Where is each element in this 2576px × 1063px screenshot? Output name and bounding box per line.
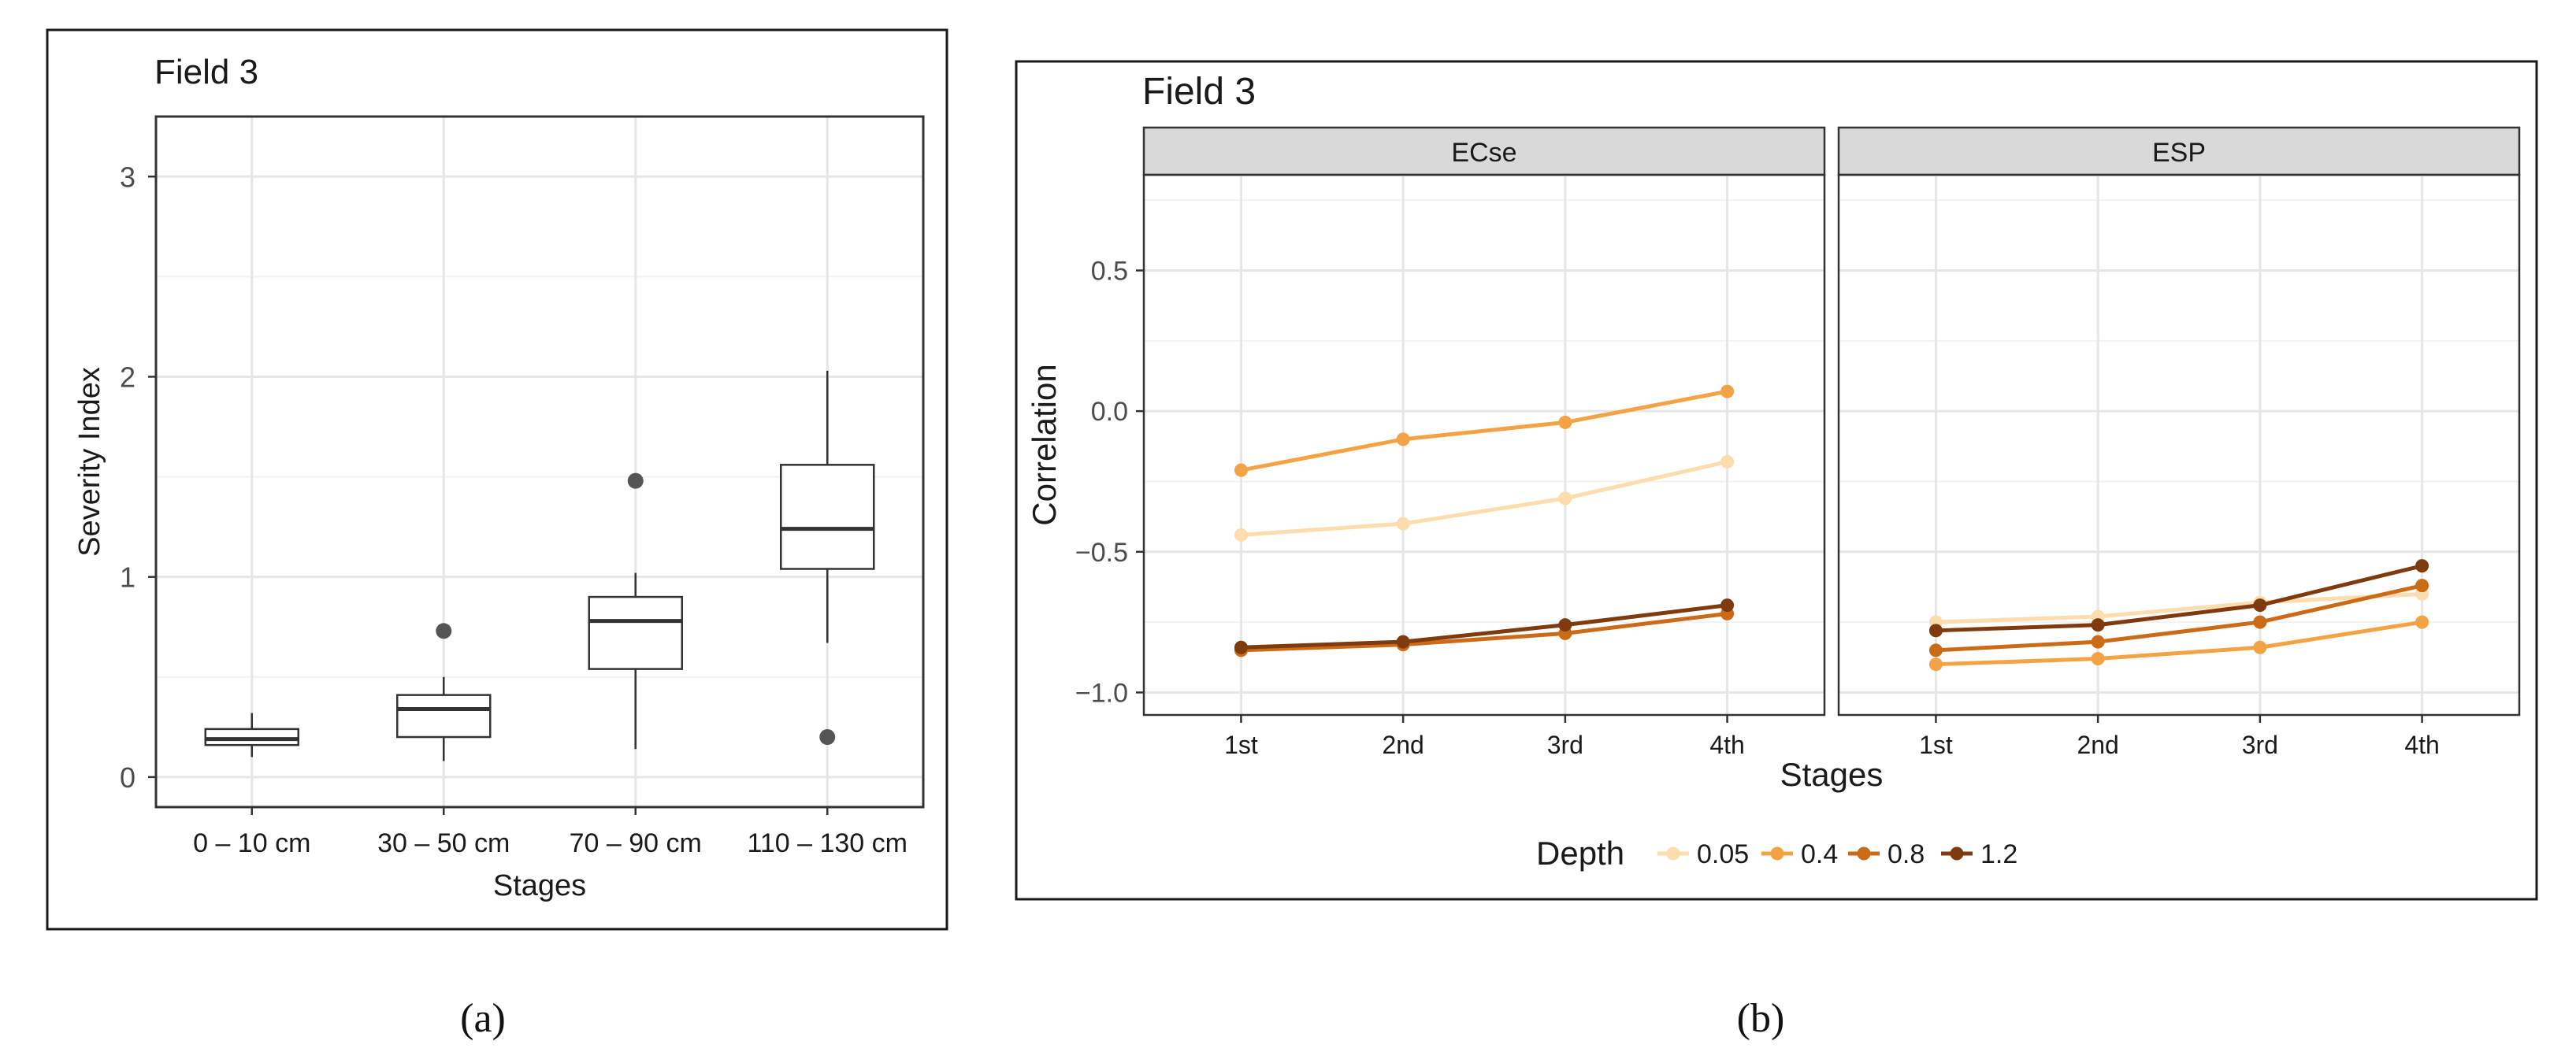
series-point-0.4 <box>2253 640 2267 654</box>
series-point-0.8 <box>2091 635 2105 649</box>
series-point-1.2 <box>2253 598 2267 613</box>
series-line-0.4 <box>1936 620 2422 667</box>
x-tick-label: 3rd <box>2242 731 2278 759</box>
series-point-0.05 <box>1234 528 1248 542</box>
legend-item-label: 0.8 <box>1887 839 1925 869</box>
box-outlier <box>436 623 452 639</box>
series-line-1.2 <box>1936 564 2423 633</box>
series-line-0.05 <box>1936 591 2422 624</box>
panel-a-title: Field 3 <box>154 53 258 91</box>
series-point-0.4 <box>2091 652 2105 666</box>
x-tick-label: 2nd <box>2077 731 2118 759</box>
series-point-0.4 <box>1396 432 1410 446</box>
box-outlier <box>819 729 836 746</box>
line-chart: ECse 1st 2nd 3rd 4th ESP 1st 2nd 3rd 4th 0.5 0.0 −0.… <box>1026 126 2521 872</box>
legend-key-point <box>1770 846 1784 861</box>
x-tick-label: 4th <box>1709 731 1744 759</box>
x-tick-label: 2nd <box>1382 731 1423 759</box>
facet-strip <box>1837 126 2521 176</box>
x-axis-title: Stages <box>493 869 586 902</box>
legend-title: Depth <box>1536 835 1624 872</box>
panel-a-caption: (a) <box>460 996 506 1041</box>
y-axis-title: Correlation <box>1026 364 1063 525</box>
series-point-0.05 <box>1558 491 1572 506</box>
panel-b-title: Field 3 <box>1142 71 1256 113</box>
y-axis-title: Severity Index <box>73 367 106 557</box>
series-point-1.2 <box>2415 559 2429 573</box>
series-point-0.4 <box>1928 657 1943 672</box>
x-axis-title: Stages <box>1780 756 1884 793</box>
y-tick-label: 3 <box>120 161 135 193</box>
y-tick-label: 1 <box>120 561 135 594</box>
series-line-0.8 <box>1241 611 1728 653</box>
legend-key-point <box>1666 846 1680 861</box>
x-tick-label: 3rd <box>1547 731 1583 759</box>
box-iqr <box>204 728 299 746</box>
legend-key-point <box>1857 846 1871 861</box>
x-tick-label: 1st <box>1919 731 1953 759</box>
y-tick-label: −0.5 <box>1075 538 1128 568</box>
facet-strip <box>1142 126 1826 176</box>
series-line-0.05 <box>1241 459 1728 537</box>
y-tick-label: 2 <box>120 361 135 393</box>
series-point-1.2 <box>1234 640 1248 654</box>
y-tick-label: 0.5 <box>1091 256 1128 286</box>
y-tick-label: 0.0 <box>1091 397 1128 427</box>
series-line-0.8 <box>1936 583 2423 653</box>
facet-border <box>1837 173 2521 717</box>
legend-key-point <box>1950 846 1964 861</box>
facet-strip-label: ECse <box>1451 138 1516 168</box>
box-iqr <box>396 694 492 739</box>
boxplot-chart: 0 1 2 3 0 – 10 cm 30 – 50 cm 70 – 90 cm 110 – 1… <box>73 115 925 902</box>
box-iqr <box>780 464 875 570</box>
facet-border <box>1142 173 1826 717</box>
series-point-0.4 <box>1234 463 1248 477</box>
series-point-1.2 <box>1720 598 1735 613</box>
box-outlier <box>627 472 644 489</box>
box-iqr <box>588 595 683 670</box>
series-line-1.2 <box>1241 603 1728 650</box>
panel-b-caption: (b) <box>1737 996 1785 1041</box>
series-point-1.2 <box>1396 635 1410 649</box>
facet-strip-label: ESP <box>2152 138 2206 168</box>
series-line-0.4 <box>1240 389 1728 472</box>
series-point-1.2 <box>2091 618 2105 632</box>
legend-item-label: 0.4 <box>1801 839 1838 869</box>
y-tick-label: −1.0 <box>1075 678 1128 708</box>
series-point-0.05 <box>1396 517 1410 531</box>
x-tick-label: 0 – 10 cm <box>193 828 310 858</box>
legend-item-label: 1.2 <box>1980 839 2017 869</box>
series-point-0.8 <box>2253 615 2267 629</box>
x-tick-label: 30 – 50 cm <box>377 828 510 858</box>
series-point-0.8 <box>1928 643 1943 657</box>
series-point-0.05 <box>1720 454 1735 469</box>
x-tick-label: 110 – 130 cm <box>747 828 908 858</box>
series-point-0.8 <box>2415 579 2429 593</box>
series-point-0.4 <box>1720 384 1735 398</box>
legend-item-label: 0.05 <box>1697 839 1749 869</box>
series-point-0.4 <box>1558 415 1572 429</box>
x-tick-label: 1st <box>1224 731 1258 759</box>
x-tick-label: 70 – 90 cm <box>570 828 702 858</box>
x-tick-label: 4th <box>2404 731 2439 759</box>
panel-b-frame <box>1015 60 2538 901</box>
y-tick-label: 0 <box>120 761 135 794</box>
plot-border <box>154 115 925 809</box>
series-point-0.4 <box>2415 615 2429 629</box>
series-point-1.2 <box>1928 624 1943 638</box>
series-point-1.2 <box>1558 618 1572 632</box>
